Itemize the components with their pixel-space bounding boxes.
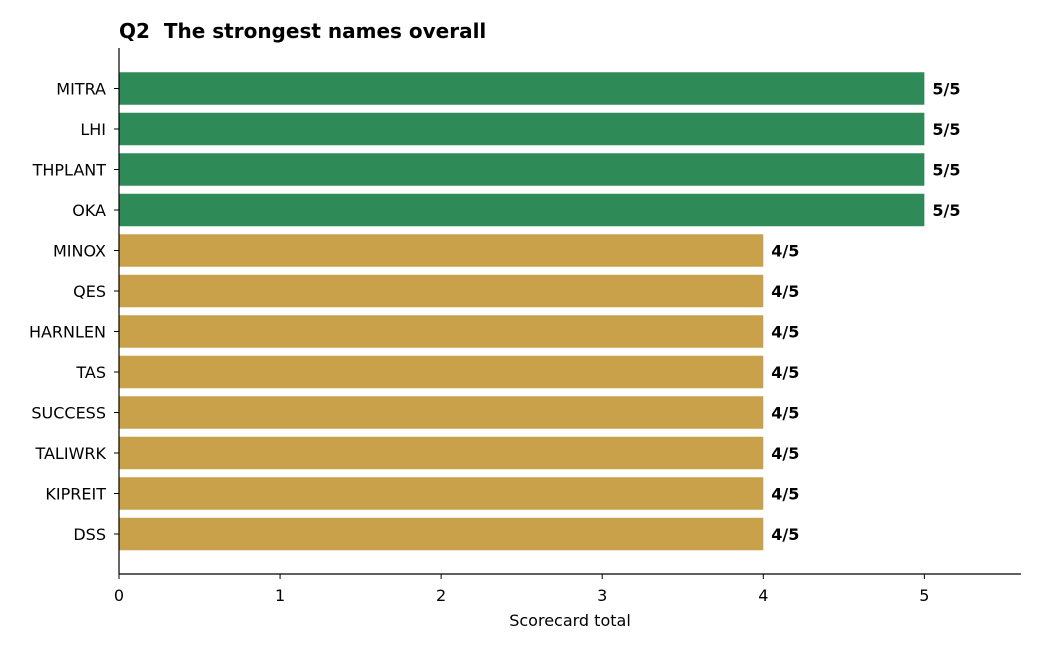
bar-thplant (119, 153, 925, 186)
x-axis-ticks: 0 1 2 3 4 5 (114, 574, 929, 605)
x-tick-label: 1 (275, 586, 285, 605)
bar-mitra (119, 72, 925, 105)
data-label: 4/5 (771, 404, 799, 423)
category-label: MITRA (56, 80, 106, 99)
x-tick-label: 0 (114, 586, 124, 605)
data-label: 4/5 (771, 444, 799, 463)
category-label: TALIWRK (34, 444, 106, 463)
data-label: 4/5 (771, 525, 799, 544)
bar-lhi (119, 112, 925, 146)
data-label: 5/5 (932, 201, 960, 220)
x-tick-label: 2 (436, 586, 446, 605)
category-label: HARNLEN (29, 323, 106, 342)
x-tick-label: 3 (597, 586, 607, 605)
bar-tas (119, 355, 764, 389)
x-axis-title: Scorecard total (509, 611, 631, 630)
category-label: OKA (72, 201, 106, 220)
category-label: KIPREIT (45, 485, 106, 504)
bar-oka (119, 193, 925, 227)
bar-success (119, 396, 764, 429)
chart-title: Q2 The strongest names overall (119, 19, 486, 43)
bar-dss (119, 517, 764, 551)
category-label: LHI (80, 120, 106, 139)
data-label: 5/5 (932, 161, 960, 180)
x-tick-label: 4 (758, 586, 768, 605)
bar-qes (119, 274, 764, 308)
data-label: 4/5 (771, 363, 799, 382)
category-label: TAS (75, 363, 106, 382)
category-label: MINOX (53, 242, 106, 261)
data-label: 4/5 (771, 282, 799, 301)
bar-taliwrk (119, 436, 764, 470)
category-label: QES (73, 282, 106, 301)
data-label: 4/5 (771, 485, 799, 504)
data-label: 4/5 (771, 323, 799, 342)
category-label: SUCCESS (31, 404, 106, 423)
category-label: THPLANT (32, 161, 107, 180)
bar-harnlen (119, 315, 764, 348)
bars-group (119, 72, 925, 551)
data-label: 5/5 (932, 80, 960, 99)
data-label: 4/5 (771, 242, 799, 261)
data-labels: 5/5 5/5 5/5 5/5 4/5 4/5 4/5 4/5 4/5 4/5 4/5 4/5 (771, 80, 960, 545)
category-label: DSS (73, 525, 106, 544)
category-labels: MITRA LHI THPLANT OKA MINOX QES HARNLEN TAS SUCC… (29, 80, 119, 544)
bar-minox (119, 234, 764, 267)
data-label: 5/5 (932, 120, 960, 139)
x-tick-label: 5 (919, 586, 929, 605)
bar-kipreit (119, 477, 764, 510)
